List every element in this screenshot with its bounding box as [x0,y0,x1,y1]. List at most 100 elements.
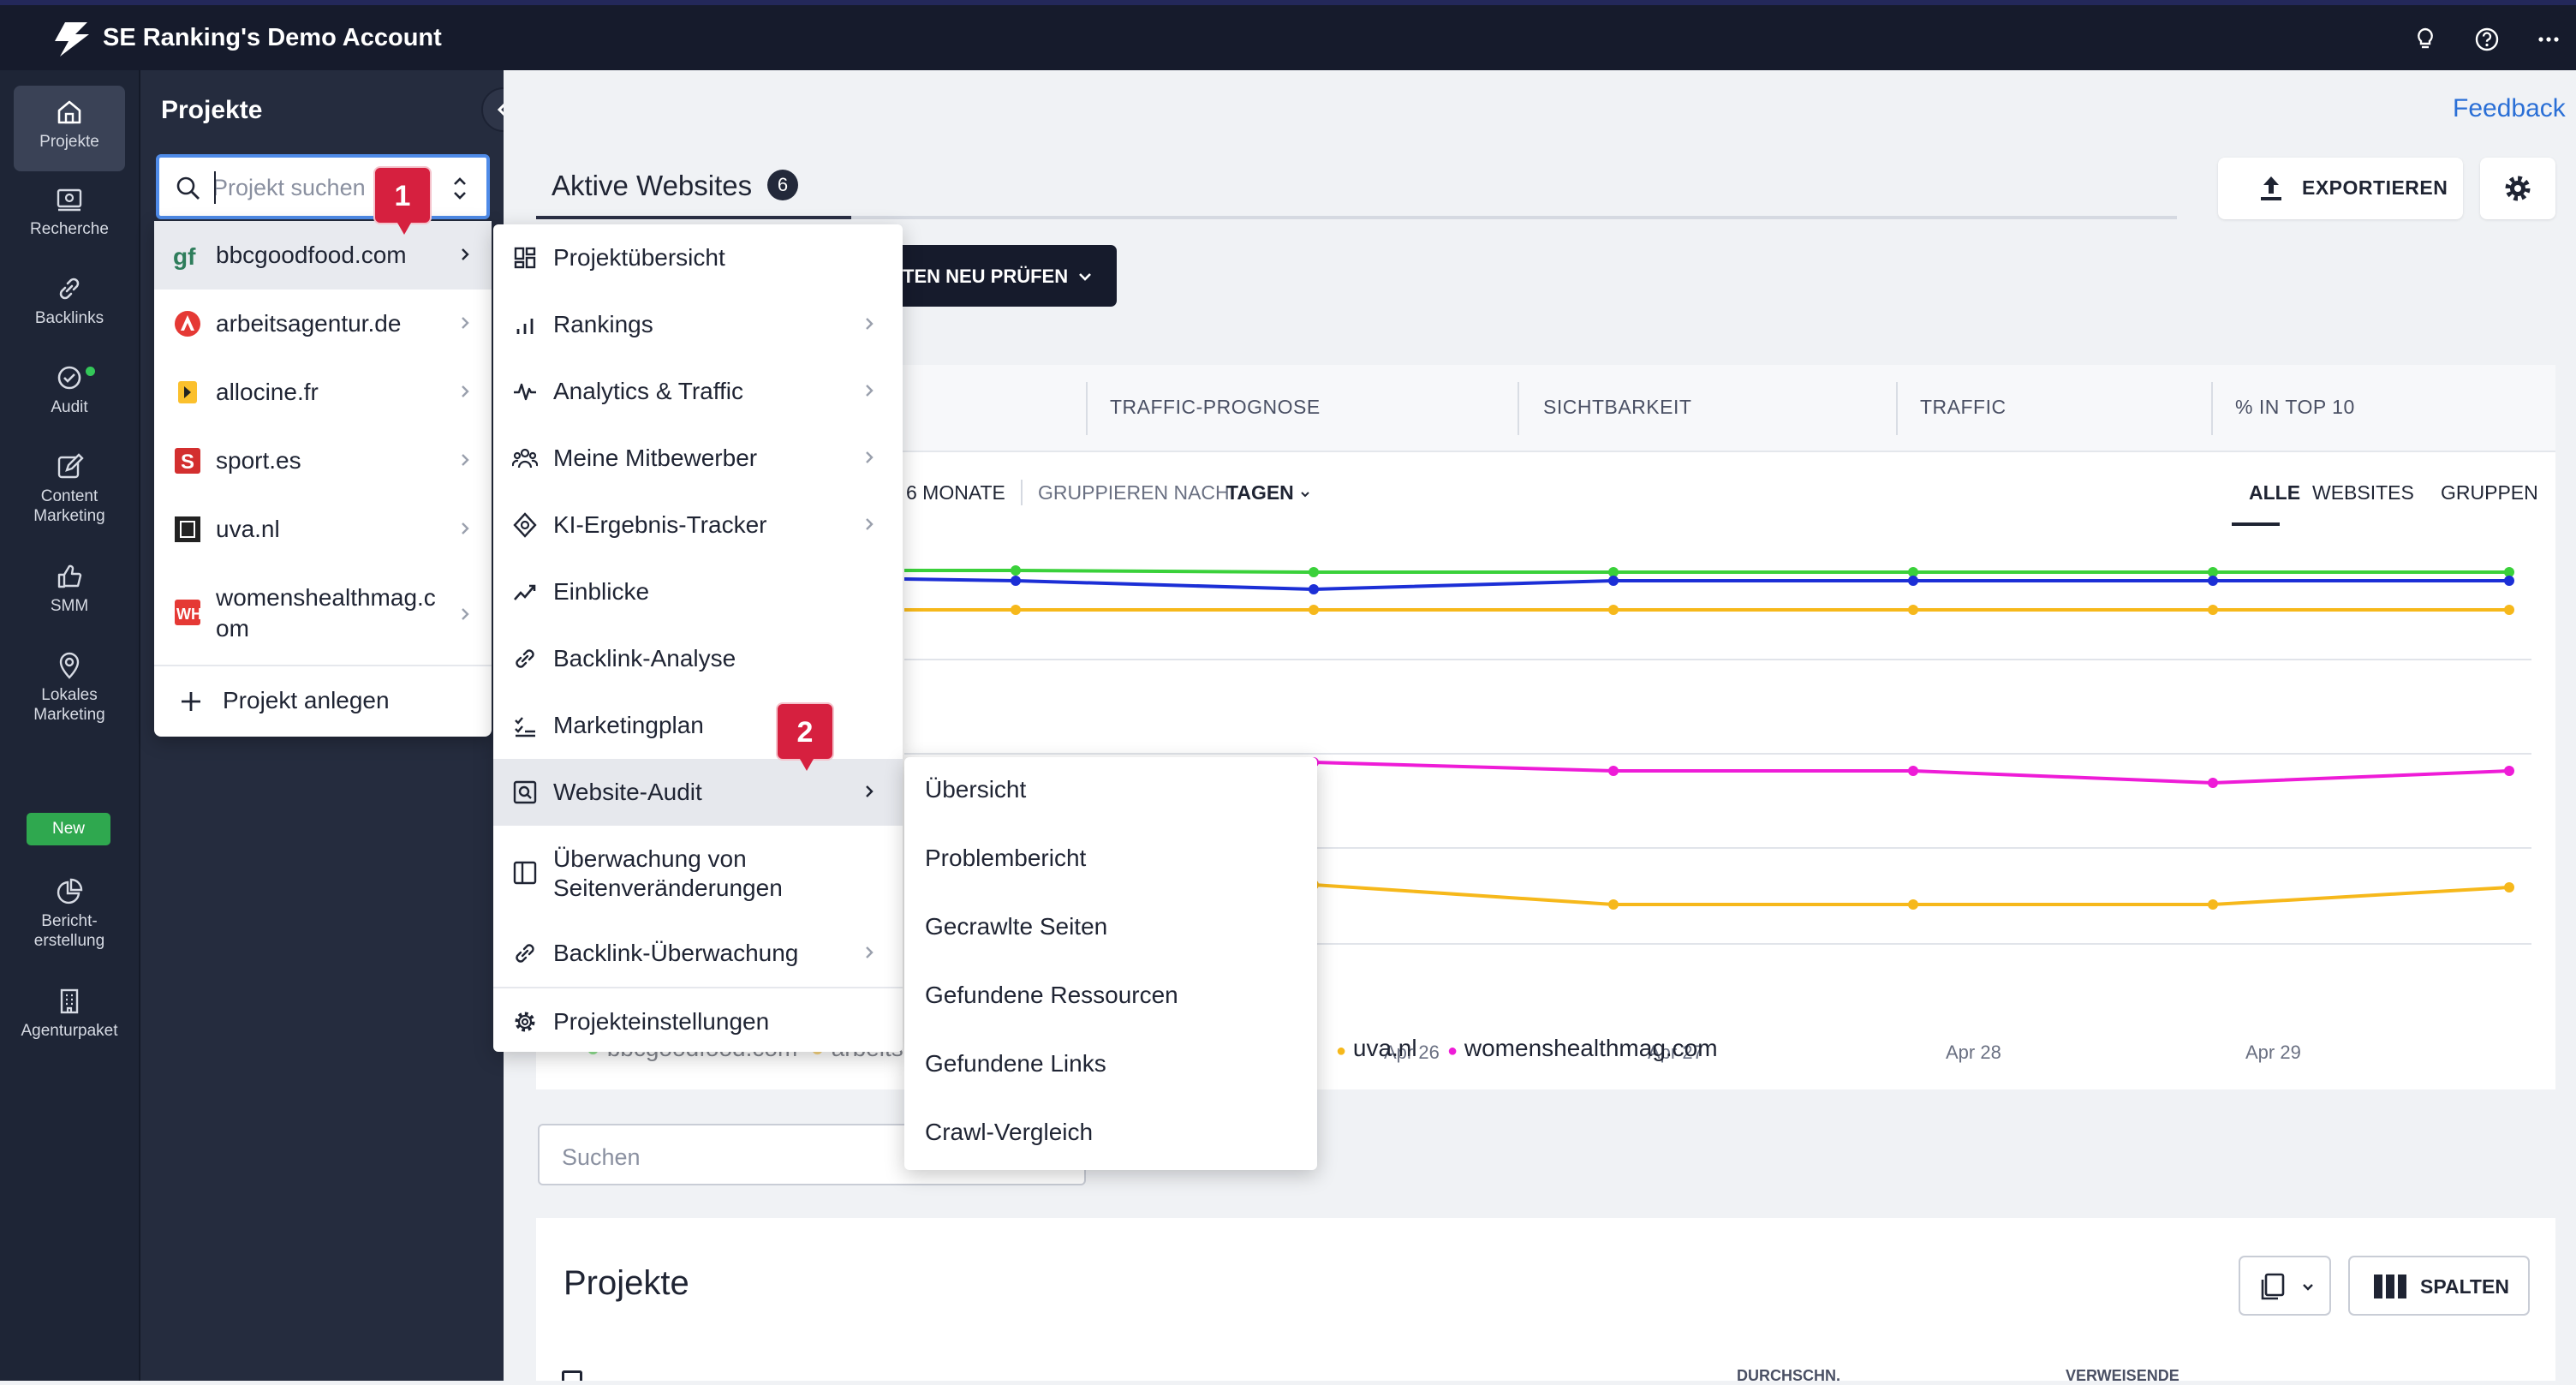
chevron-right-icon [866,451,874,463]
project-item-bbcgoodfood[interactable]: gf bbcgoodfood.com [154,221,492,290]
menu-item-seitenveraenderungen[interactable]: Überwachung von Seitenveränderungen [493,826,903,920]
column-header[interactable]: VERWEISENDE [2066,1367,2179,1384]
ai-tracker-icon [513,512,537,538]
nav-audit[interactable]: Audit [14,363,125,417]
export-button[interactable]: EXPORTIEREN [2218,158,2463,219]
menu-item-projektuebersicht[interactable]: Projektübersicht [493,224,903,291]
menu-item-website-audit[interactable]: Website-Audit [493,759,903,826]
submenu-item-uebersicht[interactable]: Übersicht [925,776,1027,803]
data-point[interactable] [2208,605,2218,615]
tab-aktive-websites[interactable]: Aktive Websites [552,170,753,201]
view-tab-alle[interactable]: ALLE [2249,481,2301,504]
help-icon[interactable] [2473,26,2501,53]
data-point[interactable] [1608,567,1619,577]
nav-smm[interactable]: SMM [14,562,125,616]
submenu-item-ressourcen[interactable]: Gefundene Ressourcen [925,982,1178,1008]
menu-item-rankings[interactable]: Rankings [493,291,903,358]
link-icon [516,649,534,668]
menu-item-projekteinstellungen[interactable]: Projekteinstellungen [493,988,903,1055]
data-point[interactable] [1608,576,1619,586]
group-by-select[interactable]: TAGEN [1226,481,1311,504]
project-item-uva[interactable]: uva.nl [154,495,492,564]
nav-lokales-marketing[interactable]: Lokales Marketing [14,651,125,725]
data-point[interactable] [2208,576,2218,586]
nav-agenturpaket[interactable]: Agenturpaket [14,987,125,1041]
data-point[interactable] [1908,567,1918,577]
data-point[interactable] [2504,766,2514,776]
data-point[interactable] [2504,605,2514,615]
legend-item[interactable]: ● uva.nl [1336,1035,1417,1061]
bulb-icon[interactable] [2412,26,2439,53]
columns-button[interactable]: SPALTEN [2348,1256,2530,1316]
copy-button[interactable] [2239,1256,2331,1316]
submenu-item-gecrawlte-seiten[interactable]: Gecrawlte Seiten [925,913,1108,940]
submenu-item-links[interactable]: Gefundene Links [925,1050,1106,1077]
stat-top10[interactable]: % IN TOP 10 [2235,396,2355,418]
data-point[interactable] [2208,567,2218,577]
menu-item-analytics-traffic[interactable]: Analytics & Traffic [493,358,903,425]
chevron-right-icon [866,518,874,530]
project-search-field[interactable] [156,154,490,219]
nav-backlinks[interactable]: Backlinks [14,274,125,328]
add-project-button[interactable]: Projekt anlegen [154,666,492,737]
data-point[interactable] [1309,605,1319,615]
view-tab-websites[interactable]: WEBSITES [2312,481,2414,504]
stat-traffic[interactable]: TRAFFIC [1920,396,2007,418]
menu-item-einblicke[interactable]: Einblicke [493,558,903,625]
nav-bericht-erstellung[interactable]: Bericht-erstellung [14,877,125,951]
menu-item-marketingplan[interactable]: Marketingplan [493,692,903,759]
se-ranking-logo[interactable] [50,21,92,58]
column-header[interactable]: DURCHSCHN. [1737,1367,1840,1384]
data-point[interactable] [1608,605,1619,615]
data-point[interactable] [1608,766,1619,776]
menu-item-backlink-ueberwachung[interactable]: Backlink-Überwachung [493,920,903,987]
data-point[interactable] [1608,899,1619,910]
settings-button[interactable] [2480,158,2555,219]
data-point[interactable] [2504,576,2514,586]
chevron-right-icon [866,385,874,397]
project-dropdown: gf bbcgoodfood.com arbeitsagentur.de all… [154,221,492,737]
data-point[interactable] [1011,605,1021,615]
nav-content-marketing[interactable]: Content Marketing [14,452,125,526]
data-point[interactable] [1011,576,1021,586]
step-badge-1: 1 [373,166,432,235]
submenu-item-crawl-vergleich[interactable]: Crawl-Vergleich [925,1119,1094,1145]
data-point[interactable] [2208,778,2218,788]
data-point[interactable] [1908,899,1918,910]
period-6-monate[interactable]: 6 MONATE [906,481,1005,504]
data-point[interactable] [1011,565,1021,576]
nav-recherche[interactable]: Recherche [14,185,125,239]
menu-item-backlink-analyse[interactable]: Backlink-Analyse [493,625,903,692]
stat-sichtbarkeit[interactable]: SICHTBARKEIT [1543,396,1692,418]
data-point[interactable] [1908,605,1918,615]
recheck-button[interactable]: TEN NEU PRÜFEN [874,245,1117,307]
menu-divider [493,987,903,988]
feedback-link[interactable]: Feedback [2453,94,2566,122]
account-name[interactable]: SE Ranking's Demo Account [103,24,442,51]
data-point[interactable] [2208,899,2218,910]
data-point[interactable] [1309,584,1319,594]
menu-item-ki-tracker[interactable]: KI-Ergebnis-Tracker [493,492,903,558]
x-tick-label: Apr 28 [1946,1042,2001,1063]
data-point[interactable] [2504,882,2514,892]
data-point[interactable] [1309,567,1319,577]
stat-traffic-prognose[interactable]: TRAFFIC-PROGNOSE [1110,396,1321,418]
project-item-sport[interactable]: S sport.es [154,427,492,495]
select-all-checkbox[interactable] [562,1370,582,1381]
menu-item-mitbewerber[interactable]: Meine Mitbewerber [493,425,903,492]
project-item-allocine[interactable]: allocine.fr [154,358,492,427]
more-icon[interactable] [2535,26,2562,53]
project-item-womenshealthmag[interactable]: WH womenshealthmag.com [154,564,492,665]
project-item-arbeitsagentur[interactable]: arbeitsagentur.de [154,290,492,358]
data-point[interactable] [1908,576,1918,586]
sort-toggle-icon[interactable] [450,175,469,202]
submenu-item-problembericht[interactable]: Problembericht [925,845,1087,871]
data-point[interactable] [1908,766,1918,776]
gear-icon [2505,176,2531,201]
data-point[interactable] [2504,567,2514,577]
allocine-favicon [178,381,197,403]
legend-item[interactable]: ● womenshealthmag.com [1447,1035,1718,1061]
stat-divider [2211,382,2213,435]
view-tab-gruppen[interactable]: GRUPPEN [2441,481,2538,504]
nav-projekte[interactable]: Projekte [14,86,125,171]
